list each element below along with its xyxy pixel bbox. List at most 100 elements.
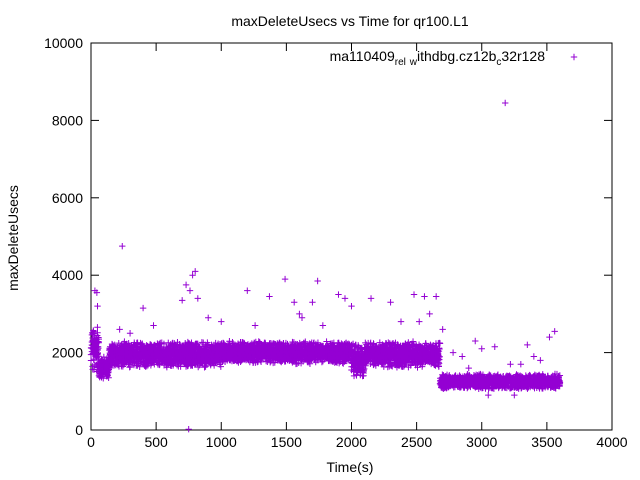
- data-point: [155, 345, 162, 352]
- data-point: [89, 350, 97, 357]
- data-point: [352, 352, 359, 360]
- data-point: [96, 363, 104, 370]
- data-point: [148, 356, 156, 363]
- data-point: [278, 358, 285, 366]
- data-point: [109, 349, 116, 356]
- data-point: [316, 355, 324, 362]
- data-point: [103, 372, 110, 379]
- data-point: [185, 357, 193, 364]
- data-point: [156, 353, 163, 360]
- data-point: [161, 349, 168, 356]
- data-point: [164, 350, 171, 357]
- x-tick-label: 3000: [466, 434, 497, 450]
- data-point: [354, 369, 361, 376]
- data-point: [233, 344, 240, 352]
- y-tick-label: 8000: [52, 112, 83, 128]
- y-tick-label: 0: [75, 422, 83, 438]
- data-point: [100, 353, 108, 361]
- data-point: [325, 356, 332, 363]
- data-point: [184, 358, 191, 366]
- data-point: [201, 347, 208, 354]
- data-point: [232, 355, 239, 362]
- data-point: [252, 338, 259, 346]
- data-point: [304, 355, 312, 363]
- y-tick-label: 4000: [52, 267, 83, 283]
- data-point: [282, 341, 289, 349]
- data-point: [217, 363, 225, 370]
- data-point: [209, 358, 217, 366]
- data-point: [303, 350, 311, 357]
- x-tick-label: 1000: [206, 434, 237, 450]
- data-point: [219, 350, 227, 357]
- data-point: [92, 347, 100, 354]
- data-point: [274, 340, 281, 347]
- data-point: [169, 358, 177, 366]
- x-tick-label: 1500: [271, 434, 302, 450]
- data-point: [226, 338, 233, 345]
- data-point: [114, 343, 121, 351]
- data-point: [171, 343, 178, 351]
- data-point: [339, 359, 346, 366]
- data-point: [318, 343, 325, 350]
- data-point: [222, 345, 229, 353]
- data-point: [131, 343, 138, 350]
- data-point: [264, 350, 271, 358]
- data-point: [160, 362, 168, 369]
- data-point: [139, 346, 147, 354]
- data-point: [211, 345, 218, 352]
- data-point: [350, 366, 358, 373]
- data-point: [133, 339, 141, 347]
- data-point: [234, 350, 241, 358]
- data-point: [318, 358, 326, 366]
- data-point: [329, 346, 336, 353]
- data-point: [271, 359, 278, 366]
- data-points: [87, 99, 564, 433]
- data-point: [174, 338, 181, 346]
- x-tick-label: 2500: [401, 434, 432, 450]
- data-point: [262, 341, 269, 348]
- data-point: [156, 340, 163, 348]
- data-point: [104, 369, 112, 376]
- data-point: [247, 355, 255, 363]
- data-point: [287, 348, 294, 356]
- data-point: [195, 344, 203, 351]
- data-point: [139, 359, 147, 366]
- data-point: [311, 350, 318, 357]
- data-point: [238, 352, 246, 360]
- data-point: [277, 342, 284, 350]
- data-point: [120, 348, 127, 356]
- data-point: [204, 356, 211, 363]
- data-point: [310, 356, 318, 363]
- data-point: [91, 362, 99, 369]
- data-point: [252, 351, 259, 359]
- data-point: [126, 357, 133, 364]
- data-point: [319, 346, 326, 353]
- data-point: [115, 355, 123, 362]
- data-point: [124, 345, 131, 352]
- data-point: [307, 345, 314, 353]
- data-point: [200, 339, 207, 346]
- data-point: [291, 353, 298, 360]
- data-point: [355, 365, 362, 372]
- data-point: [185, 340, 193, 347]
- y-tick-label: 2000: [52, 345, 83, 361]
- data-point: [244, 352, 252, 359]
- data-point: [184, 361, 192, 369]
- data-point: [150, 352, 157, 359]
- y-tick-label: 10000: [44, 35, 83, 51]
- data-point: [176, 346, 183, 354]
- data-point: [338, 353, 345, 360]
- data-point: [295, 349, 303, 356]
- data-point: [177, 358, 185, 365]
- data-point: [351, 361, 359, 368]
- axis-ticks: 0 500 1000 1500 2000 2500 3000 3500 400002000400…: [44, 35, 628, 450]
- data-point: [328, 342, 336, 350]
- data-point: [130, 361, 138, 369]
- data-point: [233, 354, 240, 361]
- data-point: [184, 350, 192, 358]
- data-point: [306, 342, 313, 350]
- data-point: [295, 355, 302, 363]
- data-point: [89, 366, 96, 373]
- data-point: [323, 338, 330, 345]
